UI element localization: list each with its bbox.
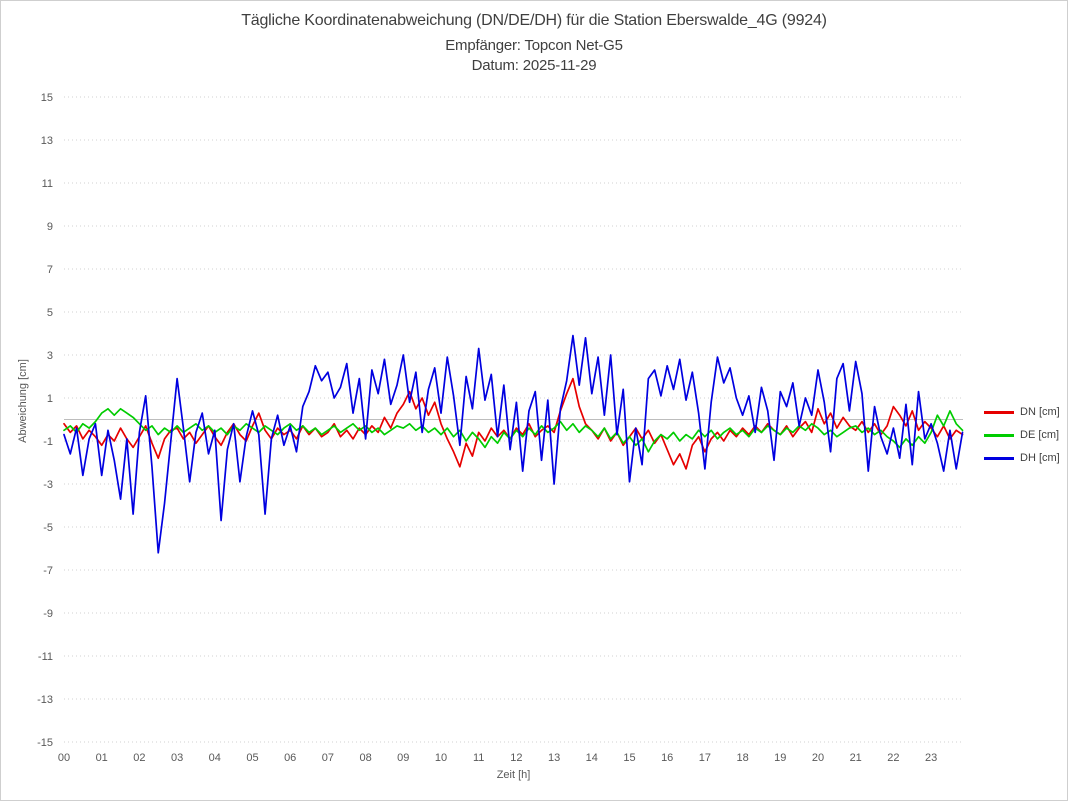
y-tick-label: -9 [43,608,53,620]
x-tick-label: 03 [171,752,183,764]
x-tick-label: 09 [397,752,409,764]
y-tick-label: -11 [38,651,53,663]
x-tick-label: 19 [774,752,786,764]
x-tick-label: 05 [246,752,258,764]
x-axis-title: Zeit [h] [496,769,531,781]
x-tick-label: 16 [661,752,673,764]
series-line-dh [63,334,964,554]
x-tick-label: 22 [887,752,899,764]
de-line-swatch [984,433,1014,437]
x-tick-label: 21 [850,752,862,764]
y-tick-label: 1 [47,393,53,405]
y-tick-label: 7 [47,264,53,276]
legend: DN [cm] DE [cm] DH [cm] [984,406,1060,464]
x-tick-label: 00 [58,752,70,764]
x-tick-label: 11 [473,752,484,764]
legend-label-de: DE [cm] [1020,429,1060,441]
legend-label-dh: DH [cm] [1020,452,1060,464]
y-tick-label: -13 [37,694,53,706]
y-tick-label: 3 [47,350,53,362]
y-tick-label: -15 [37,737,53,749]
x-tick-label: 07 [322,752,334,764]
y-tick-label: -7 [43,565,53,577]
y-tick-label: -3 [43,479,53,491]
x-tick-label: 06 [284,752,296,764]
y-tick-label: -5 [43,522,53,534]
y-tick-label: 11 [42,178,53,190]
y-tick-label: -1 [43,436,53,448]
dh-line-swatch [984,456,1014,460]
x-tick-label: 08 [359,752,371,764]
y-tick-label: 13 [41,135,53,147]
legend-item-dh: DH [cm] [984,452,1060,464]
x-tick-label: 17 [699,752,711,764]
legend-label-dn: DN [cm] [1020,406,1060,418]
x-tick-label: 02 [133,752,145,764]
chart-title: Tägliche Koordinatenabweichung (DN/DE/DH… [241,12,827,29]
x-tick-label: 23 [925,752,937,764]
x-tick-label: 04 [209,752,221,764]
x-tick-label: 01 [96,752,108,764]
x-tick-label: 18 [736,752,748,764]
x-tick-label: 15 [623,752,635,764]
y-tick-label: 5 [47,307,53,319]
x-tick-label: 10 [435,752,447,764]
x-tick-label: 14 [586,752,598,764]
x-tick-label: 12 [510,752,522,764]
y-axis-title: Abweichung [cm] [17,359,29,443]
dn-line-swatch [984,410,1014,414]
chart-subtitle-date: Datum: 2025-11-29 [471,57,597,74]
legend-item-dn: DN [cm] [984,406,1060,418]
y-tick-label: 9 [47,221,53,233]
x-tick-label: 20 [812,752,824,764]
chart-subtitle-receiver: Empfänger: Topcon Net-G5 [445,37,623,54]
y-tick-label: 15 [41,92,53,104]
x-tick-label: 13 [548,752,560,764]
legend-item-de: DE [cm] [984,429,1060,441]
